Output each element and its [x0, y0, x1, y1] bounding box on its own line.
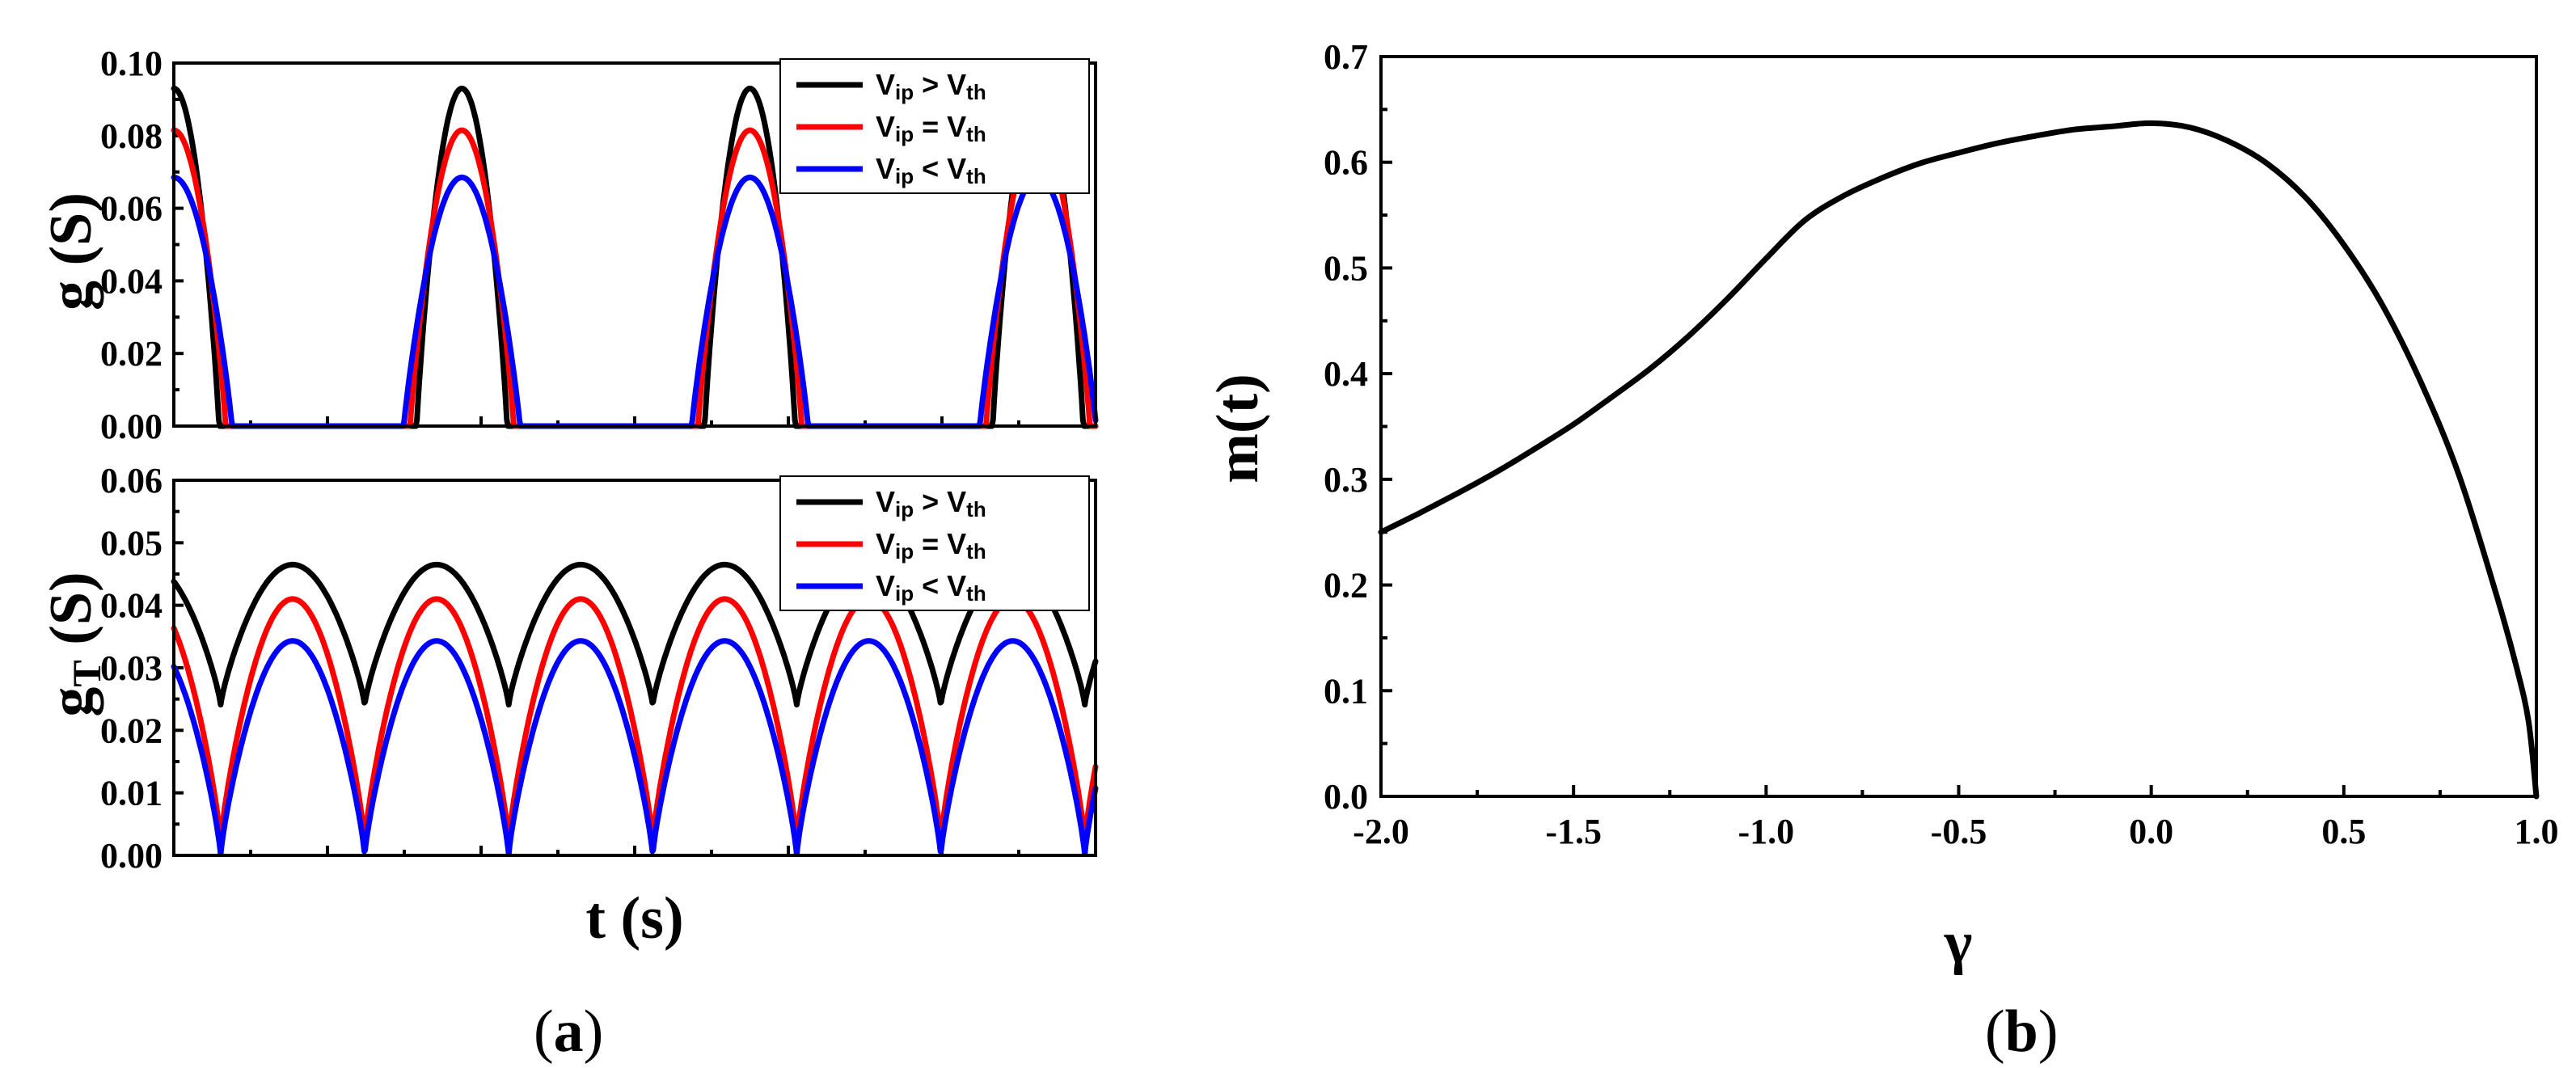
a-top-series-line-2 [171, 174, 1099, 429]
a-top-legend-label: Vip = Vth [876, 110, 986, 146]
x-axis-title-gamma: γ [1944, 910, 1973, 976]
a-top-ytick-label: 0.02 [100, 334, 163, 374]
plot-frame-b [1379, 55, 2538, 798]
b-ytick-label: 0.2 [1324, 566, 1368, 606]
b-xtick-label: -2.0 [1353, 812, 1409, 851]
y-axis-title-g: g (S) [38, 192, 104, 310]
b-ytick-label: 0.3 [1324, 460, 1368, 500]
panel-b-chart: m(t) -2.0 -1.5 -1.0 -0.5 0.0 0.5 1.0 0.0 0.1 0.2 0… [1205, 37, 2559, 976]
b-xtick-label: -1.0 [1738, 812, 1795, 851]
b-xtick-label: 0.0 [2129, 812, 2173, 851]
b-ytick-label: 0.6 [1324, 143, 1368, 183]
legend-a-top: Vip > Vth Vip = Vth Vip < Vth [779, 58, 1090, 194]
a-bot-legend-label: Vip < Vth [876, 569, 986, 606]
a-top-legend-label: Vip > Vth [876, 68, 986, 104]
y-tick-labels-a-bottom: 0.00 0.01 0.02 0.03 0.04 0.05 0.06 [100, 461, 1020, 876]
a-bot-ytick-label: 0.00 [100, 836, 163, 876]
panel-a-top-chart: g (S) 0.00 0.02 0.04 0.06 0.08 0.10 Vip > Vth… [38, 44, 1099, 446]
b-ytick-label: 0.7 [1324, 37, 1368, 77]
a-bot-ytick-label: 0.06 [100, 461, 163, 500]
b-xtick-label: 1.0 [2515, 812, 2559, 851]
a-top-ytick-label: 0.10 [100, 44, 163, 83]
b-xtick-label: -1.5 [1545, 812, 1602, 851]
b-ytick-label: 0.1 [1324, 671, 1368, 711]
a-bot-series-line-2 [171, 638, 1099, 858]
y-tick-labels-a-top: 0.00 0.02 0.04 0.06 0.08 0.10 [100, 44, 1020, 446]
b-ytick-label: 0.4 [1324, 354, 1368, 394]
subfigure-label-a: (a) [534, 998, 603, 1065]
a-bot-legend-label: Vip > Vth [876, 485, 986, 521]
a-top-ytick-label: 0.08 [100, 116, 163, 156]
a-top-ytick-label: 0.06 [100, 189, 163, 229]
a-top-ytick-label: 0.04 [100, 261, 163, 301]
series-group-a-bottom [171, 561, 1099, 858]
a-bot-ytick-label: 0.05 [100, 523, 163, 563]
subfigure-label-b: (b) [1985, 998, 2058, 1065]
a-top-ytick-label: 0.00 [100, 407, 163, 446]
b-series-line-0 [1378, 120, 2540, 800]
a-bot-ytick-label: 0.03 [100, 648, 163, 688]
plot-frame-a-bottom [172, 479, 1097, 857]
tick-labels-b: -2.0 -1.5 -1.0 -0.5 0.0 0.5 1.0 0.0 0.1 0.2 0.3 0.4… [1324, 37, 2559, 851]
a-bot-ytick-label: 0.04 [100, 586, 163, 626]
plot-frame-a-top [172, 61, 1097, 428]
panel-a-bottom-chart: gT (S) 0.00 0.01 0.02 0.03 0.04 0.05 0.06 Vip … [38, 461, 1099, 952]
b-ytick-label: 0.5 [1324, 248, 1368, 288]
a-bot-legend-label: Vip = Vth [876, 527, 986, 564]
series-group-b [1378, 120, 2540, 800]
x-axis-title-t: t (s) [585, 885, 683, 952]
a-bot-ytick-label: 0.02 [100, 711, 163, 750]
b-xtick-label: 0.5 [2321, 812, 2366, 851]
a-bot-series-line-0 [171, 561, 1099, 708]
y-axis-title-m: m(t) [1205, 374, 1271, 483]
b-xtick-label: -0.5 [1931, 812, 1987, 851]
a-top-legend-label: Vip < Vth [876, 152, 986, 188]
y-axis-title-gT: gT (S) [38, 572, 109, 716]
legend-a-bottom: Vip > Vth Vip = Vth Vip < Vth [779, 475, 1090, 611]
b-ytick-label: 0.0 [1324, 777, 1368, 817]
a-bot-ytick-label: 0.01 [100, 774, 163, 813]
